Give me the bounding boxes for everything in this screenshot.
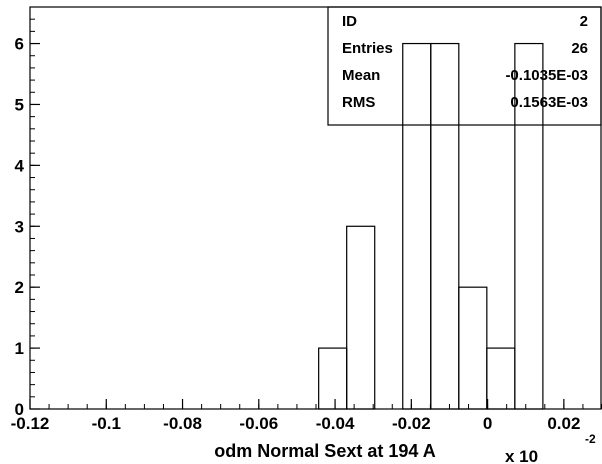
stats-value: 2 [580, 13, 588, 30]
y-tick-label: 2 [15, 278, 24, 297]
x-scale-exponent: -2 [585, 432, 596, 446]
stats-label: Entries [342, 40, 393, 57]
x-tick-label: -0.02 [392, 414, 431, 433]
y-tick-label: 0 [15, 400, 24, 419]
histogram-bin-3 [402, 42, 432, 410]
stats-label: ID [342, 13, 357, 30]
stats-value: 26 [571, 40, 588, 57]
x-scale-base: x 10 [505, 447, 538, 464]
histogram-bin-6 [486, 347, 516, 410]
x-axis-title: odm Normal Sext at 194 A [214, 441, 435, 461]
x-tick-label: -0.1 [92, 414, 121, 433]
y-tick-label: 4 [15, 156, 25, 175]
x-tick-label: -0.12 [11, 414, 50, 433]
stats-label: Mean [342, 67, 380, 84]
stats-value: 0.1563E-03 [510, 94, 588, 111]
stats-box [327, 6, 602, 126]
histogram-bin-5 [458, 286, 488, 410]
y-tick-label: 6 [15, 35, 24, 54]
x-tick-label: 0.02 [547, 414, 580, 433]
x-tick-label: -0.04 [316, 414, 355, 433]
histogram-bin-4 [430, 42, 460, 410]
stats-label: RMS [342, 94, 375, 111]
x-tick-label: -0.08 [163, 414, 202, 433]
y-tick-label: 3 [15, 217, 24, 236]
stats-value: -0.1035E-03 [505, 67, 588, 84]
histogram-bin-0 [318, 347, 348, 410]
y-tick-label: 5 [15, 95, 24, 114]
x-tick-label: 0 [483, 414, 492, 433]
histogram-bin-7 [514, 42, 544, 410]
histogram-bin-1 [346, 225, 376, 410]
x-tick-label: -0.06 [239, 414, 278, 433]
y-tick-label: 1 [15, 339, 24, 358]
